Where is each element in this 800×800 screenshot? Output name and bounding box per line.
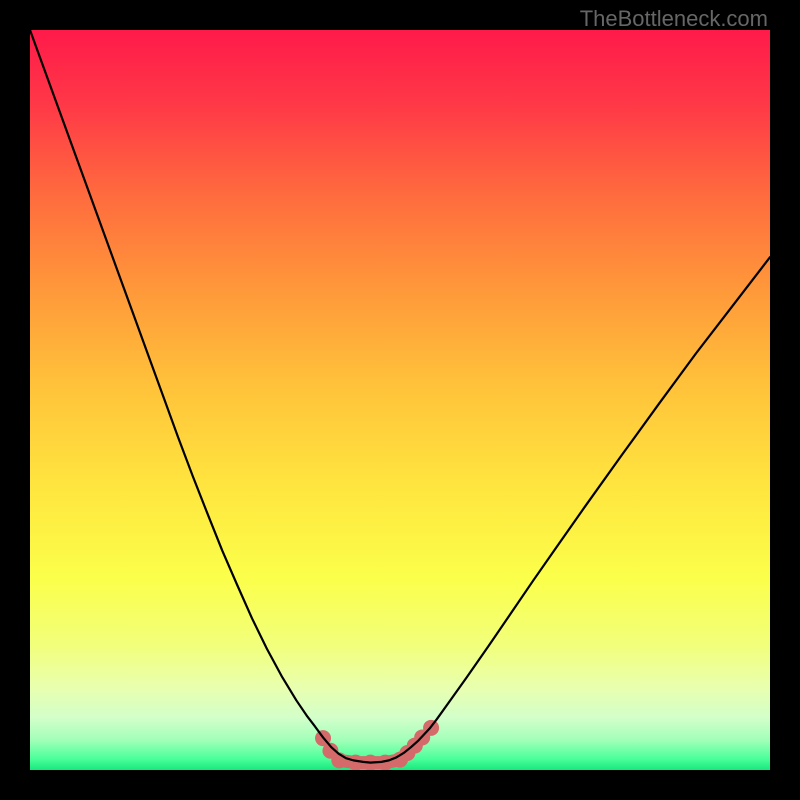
watermark-text: TheBottleneck.com: [580, 6, 768, 32]
plot-area: [30, 30, 770, 770]
chart-svg: [30, 30, 770, 770]
main-curve: [30, 30, 770, 763]
